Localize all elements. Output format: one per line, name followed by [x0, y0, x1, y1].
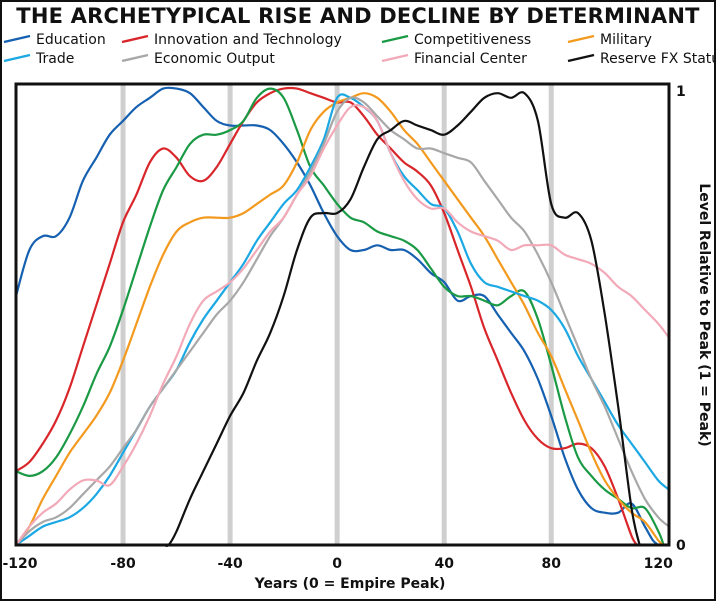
x-tick-label: 80 [542, 556, 562, 572]
legend-item-innovation-and-technology: Innovation and Technology [121, 32, 342, 48]
legend-label: Military [600, 32, 652, 48]
chart-title: THE ARCHETYPICAL RISE AND DECLINE BY DET… [16, 4, 700, 28]
legend-item-financial-center: Financial Center [381, 51, 527, 67]
series-line-economic-output [14, 96, 671, 547]
legend-swatch [381, 34, 409, 44]
legend-label: Economic Output [154, 51, 275, 67]
plot-area-border [14, 82, 671, 547]
series-lines [14, 86, 671, 548]
legend-swatch [3, 34, 31, 44]
series-line-education [14, 86, 660, 547]
legend-label: Financial Center [414, 51, 527, 67]
series-line-innovation-and-technology [14, 86, 638, 547]
legend: Education Innovation and Technology Compet… [3, 32, 716, 67]
x-axis-ticks: -120 -80 -40 0 40 80 120 [2, 556, 673, 572]
series-line-reserve-fx-status [14, 91, 641, 548]
series-line-competitiveness [14, 87, 665, 547]
legend-item-economic-output: Economic Output [121, 51, 275, 67]
y-tick-label-bottom: 0 [676, 538, 686, 554]
x-tick-label: 0 [332, 556, 342, 572]
x-tick-label: -120 [2, 556, 37, 572]
legend-label: Reserve FX Status [600, 51, 716, 67]
x-axis-title: Years (0 = Empire Peak) [254, 576, 446, 592]
legend-swatch [381, 53, 409, 63]
legend-swatch [121, 34, 149, 44]
legend-item-competitiveness: Competitiveness [381, 32, 531, 48]
vertical-gridlines [120, 84, 554, 545]
y-tick-label-top: 1 [676, 84, 686, 100]
legend-swatch [121, 53, 149, 63]
series-line-military [14, 92, 665, 547]
legend-swatch [3, 53, 31, 63]
x-tick-label: 40 [434, 556, 454, 572]
series-line-trade [14, 93, 671, 547]
legend-item-education: Education [3, 32, 106, 48]
x-tick-label: 120 [644, 556, 673, 572]
x-tick-label: -40 [217, 556, 243, 572]
series-line-financial-center [14, 103, 671, 547]
legend-label: Competitiveness [414, 32, 531, 48]
legend-swatch [567, 53, 595, 63]
legend-item-trade: Trade [3, 51, 74, 67]
legend-item-reserve-fx-status: Reserve FX Status [567, 51, 716, 67]
legend-swatch [567, 34, 595, 44]
legend-label: Education [36, 32, 106, 48]
legend-label: Innovation and Technology [154, 32, 342, 48]
legend-item-military: Military [567, 32, 652, 48]
x-tick-label: -80 [110, 556, 136, 572]
legend-label: Trade [35, 51, 74, 67]
y-axis-title: Level Relative to Peak (1 = Peak) [696, 183, 712, 446]
